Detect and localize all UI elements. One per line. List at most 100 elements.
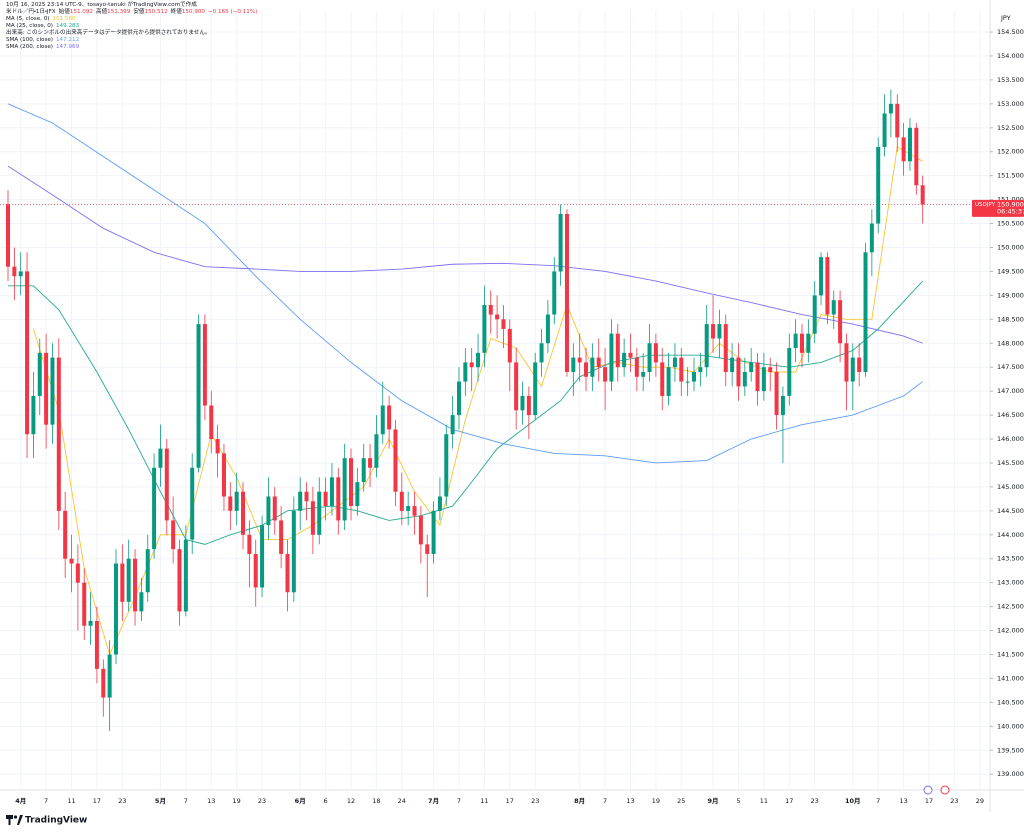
candle-body xyxy=(596,357,601,368)
candle-body xyxy=(380,405,385,435)
candle-body xyxy=(552,271,557,315)
event-icon[interactable] xyxy=(923,785,933,795)
candle-body xyxy=(266,496,271,526)
y-tick-label: 139.000 xyxy=(997,770,1024,778)
candle-body xyxy=(361,458,366,483)
candle-body xyxy=(158,448,163,468)
y-tick-label: 153.500 xyxy=(997,76,1024,84)
x-tick-label: 17 xyxy=(93,797,101,805)
candle-body xyxy=(221,453,226,497)
candle-body xyxy=(882,113,887,147)
candle-body xyxy=(812,295,817,334)
candle-body xyxy=(241,491,246,535)
axis: 139.000 139.500 140.000 140.500 141.000 141.5… xyxy=(15,28,1024,805)
candle-body xyxy=(539,343,544,363)
ma-name: SMA (100, close) xyxy=(6,37,53,43)
candle-body xyxy=(215,439,220,454)
x-tick-label: 6月 xyxy=(295,797,306,805)
candle-body xyxy=(393,429,398,492)
ma-value: 151.560 xyxy=(52,16,76,22)
candle-body xyxy=(399,491,404,511)
candle-body xyxy=(406,506,411,511)
candle-body xyxy=(838,300,843,344)
candle-body xyxy=(317,491,322,535)
candle-body xyxy=(571,357,576,372)
x-tick-label: 17 xyxy=(925,797,933,805)
candle-body xyxy=(444,434,449,497)
y-tick-label: 154.000 xyxy=(997,52,1024,60)
x-tick-label: 7 xyxy=(44,797,48,805)
candle-body xyxy=(730,357,735,372)
candle-body xyxy=(145,549,150,593)
candle-body xyxy=(196,324,201,468)
y-tick-label: 140.500 xyxy=(997,698,1024,706)
candle-body xyxy=(825,257,830,315)
y-tick-label: 153.000 xyxy=(997,100,1024,108)
y-tick-label: 146.000 xyxy=(997,435,1024,443)
candle-body xyxy=(761,367,766,392)
y-tick-label: 142.000 xyxy=(997,627,1024,635)
legend: 10月 16, 2025 23:14 UTC-9、tosayo-tanuki が… xyxy=(6,2,260,50)
candle-body xyxy=(590,357,595,377)
y-tick-label: 141.500 xyxy=(997,650,1024,658)
attribution-row: 10月 16, 2025 23:14 UTC-9、tosayo-tanuki が… xyxy=(6,2,260,9)
candle-body xyxy=(44,352,49,425)
candle-body xyxy=(774,371,779,416)
x-tick-label: 19 xyxy=(652,797,660,805)
candle-body xyxy=(412,506,417,516)
candle-body xyxy=(82,582,87,626)
ma-row: SMA (100, close) 147.212 xyxy=(6,37,260,44)
ma-line xyxy=(7,165,923,344)
candle-body xyxy=(50,357,55,425)
candle-body xyxy=(323,491,328,507)
y-tick-label: 139.500 xyxy=(997,746,1024,754)
event-icon[interactable] xyxy=(940,785,950,795)
volume-note: 出来高: このシンボルの出来高データはデータ提供元から提供されておりません。 xyxy=(6,30,211,36)
x-tick-label: 23 xyxy=(258,797,266,805)
candle-body xyxy=(501,319,506,329)
candle-body xyxy=(63,510,68,559)
candle-body xyxy=(482,304,487,353)
x-tick-label: 18 xyxy=(372,797,380,805)
y-tick-label: 152.500 xyxy=(997,124,1024,132)
candle-body xyxy=(190,467,195,540)
x-tick-label: 7 xyxy=(876,797,880,805)
y-tick-label: 145.500 xyxy=(997,459,1024,467)
candle-body xyxy=(374,434,379,468)
price-tag-label: 150.900 xyxy=(997,200,1024,208)
candle-body xyxy=(914,127,919,186)
candle-body xyxy=(558,213,563,272)
candle-body xyxy=(717,324,722,339)
candle-body xyxy=(514,362,519,411)
candle-body xyxy=(742,371,747,387)
candle-body xyxy=(920,185,925,205)
candle-body xyxy=(901,137,906,162)
ma-row: MA (5, close, 0) 151.560 xyxy=(6,16,260,23)
x-tick-label: 25 xyxy=(677,797,685,805)
candle-body xyxy=(6,204,11,267)
candle-body xyxy=(628,352,633,358)
y-tick-label: 148.500 xyxy=(997,315,1024,323)
x-tick-label: 7月 xyxy=(428,797,439,805)
x-tick-label: 19 xyxy=(233,797,241,805)
x-tick-label: 7 xyxy=(457,797,461,805)
candle-body xyxy=(126,558,131,602)
volume-row: 出来高: このシンボルの出来高データはデータ提供元から提供されておりません。 xyxy=(6,30,260,37)
y-tick-label: 142.500 xyxy=(997,603,1024,611)
candle-body xyxy=(177,549,182,612)
candle-body xyxy=(349,458,354,507)
candle-body xyxy=(437,496,442,511)
candle-body xyxy=(75,563,80,583)
candle-body xyxy=(679,357,684,382)
candle-body xyxy=(577,357,582,363)
x-tick-label: 5月 xyxy=(155,797,166,805)
candle-body xyxy=(844,343,849,382)
candle-body xyxy=(101,668,106,698)
y-tick-label: 150.500 xyxy=(997,220,1024,228)
ma-row: SMA (200, close) 147.969 xyxy=(6,44,260,51)
y-tick-label: 148.000 xyxy=(997,339,1024,347)
candle-body xyxy=(152,467,157,550)
candle-body xyxy=(711,324,716,339)
